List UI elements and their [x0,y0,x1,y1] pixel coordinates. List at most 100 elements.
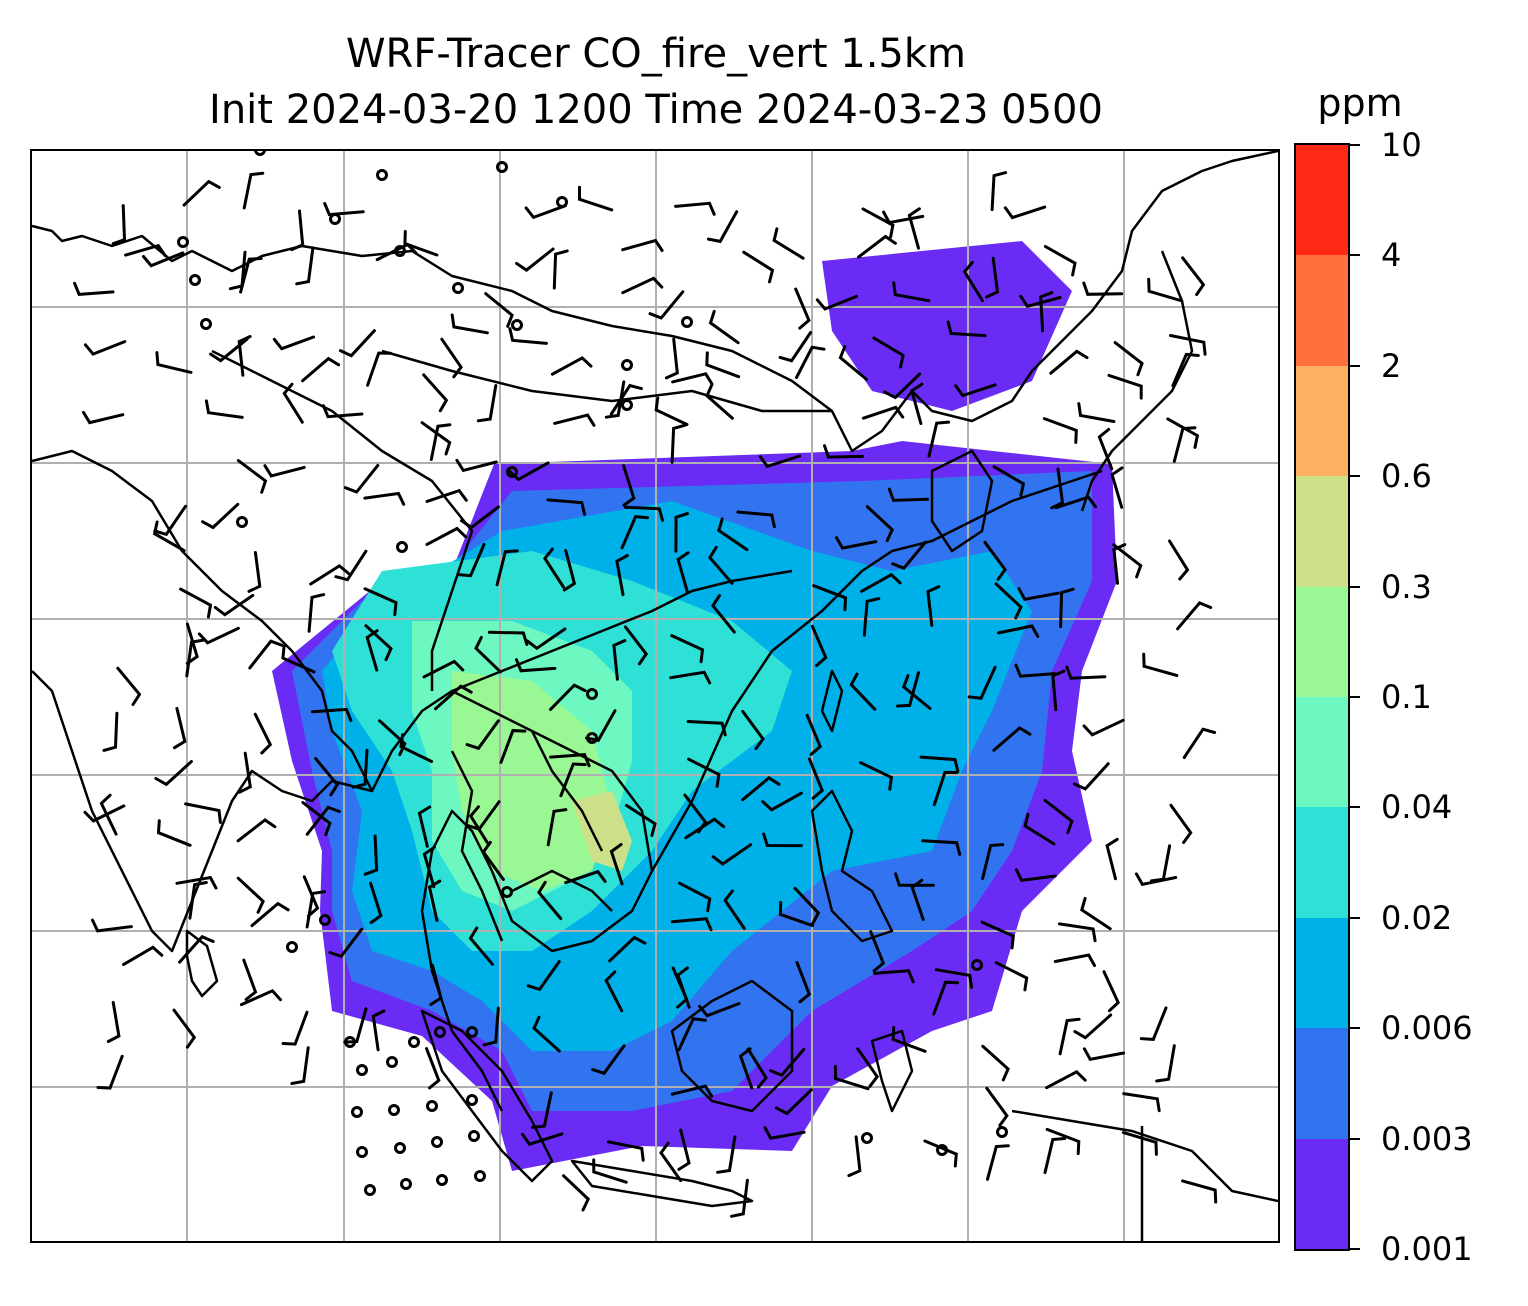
wind-barb [530,1091,553,1129]
wind-barb [122,945,164,966]
calm-wind-circle [936,1144,948,1156]
calm-wind-circle [511,319,523,331]
wind-barb [83,804,126,823]
wind-barb [923,1139,958,1168]
calm-wind-circle [586,732,598,744]
wind-barb [153,504,187,537]
wind-barb [363,491,406,506]
colorbar-segment-5 [1296,586,1348,697]
wind-barb [946,320,987,338]
calm-wind-circle [200,318,212,330]
wind-barb [1169,803,1193,844]
wind-barb [723,889,746,930]
wind-barb [188,881,208,920]
wind-barb [1043,1137,1067,1175]
wind-barb [1045,1127,1081,1155]
wind-barb [236,459,268,494]
wind-barb [624,803,657,837]
calm-wind-circle [400,1178,412,1190]
wind-barb [1082,718,1125,737]
wind-barb [608,935,647,963]
wind-barb [716,1135,737,1174]
wind-barb [835,536,878,550]
wind-barb [1043,245,1077,277]
wind-barb [175,875,218,890]
wind-barb [1014,868,1057,883]
wind-barb [896,671,920,708]
wind-barb [861,207,895,239]
calm-wind-circle [681,316,693,328]
colorbar [1294,143,1350,1251]
wind-barb [887,487,929,502]
wind-barb [263,464,306,478]
wind-barb [482,1006,500,1047]
wind-barb [926,585,941,627]
wind-barb [311,707,353,722]
wind-barb [239,988,282,1007]
wind-barb [585,709,617,743]
wind-barb [1113,341,1144,377]
wind-barb [537,880,563,920]
wind-barb [238,751,252,794]
border-china-west [211,349,474,691]
coastline-java [570,1159,754,1208]
wind-barb [810,624,828,667]
wind-barb [96,1054,124,1090]
wind-barb [907,207,921,250]
wind-barb [422,659,465,679]
wind-barb [450,313,489,335]
wind-barb [981,843,1005,880]
wind-barb [921,839,962,856]
wind-barb [455,458,498,473]
wind-barbs [73,171,1218,1218]
colorbar-segment-3 [1296,807,1348,918]
coastline-indochina [370,689,654,1112]
wind-barb [142,251,185,268]
calm-wind-circle [496,161,508,173]
coastline-sulawesi [870,1029,914,1113]
map-canvas [32,151,1278,1241]
calm-wind-circle [861,1132,873,1144]
wind-barb [823,444,864,459]
calm-wind-circle [394,245,406,257]
wind-barb [985,256,1000,299]
wind-barb [873,969,915,984]
wind-barb [1169,334,1207,356]
calm-wind-circle [329,213,341,225]
calm-wind-circle [408,1036,420,1048]
calm-wind-circle [468,1130,480,1142]
colorbar-tick-mark [1350,475,1360,478]
colorbar-tick-mark [1350,1248,1360,1250]
wind-barb [526,960,561,992]
wind-barb [309,563,351,586]
wind-barb [550,356,593,376]
wind-barb [1017,587,1060,601]
calm-wind-circle [189,274,201,286]
wind-barb [328,927,364,959]
colorbar-tick-label: 0.02 [1381,898,1453,937]
calm-wind-circle [452,282,464,294]
wind-barb [746,1047,768,1089]
wind-barb [869,930,886,973]
coastline-mainland [32,151,1278,453]
wind-barb [546,808,568,847]
wind-barb [1102,970,1121,1013]
calm-wind-circle [388,1104,400,1116]
wind-barb [865,505,895,543]
wind-barb [1181,1179,1218,1204]
colorbar-tick-label: 0.001 [1381,1230,1473,1268]
wind-barb [1181,256,1206,297]
coastline-new-guinea [1011,1109,1278,1203]
wind-barb [1134,872,1178,887]
wind-barb [1039,291,1054,333]
wind-barb [591,1044,626,1076]
wind-barb [932,980,960,1016]
wind-barb [1073,1013,1113,1040]
wind-barb [967,665,997,700]
wind-barb [659,1141,683,1183]
calm-wind-circle [506,466,518,478]
wind-barb [422,845,436,889]
wind-barb [670,634,705,664]
colorbar-tick-label: 0.003 [1381,1119,1473,1158]
tracer-contour-01 [452,671,612,891]
